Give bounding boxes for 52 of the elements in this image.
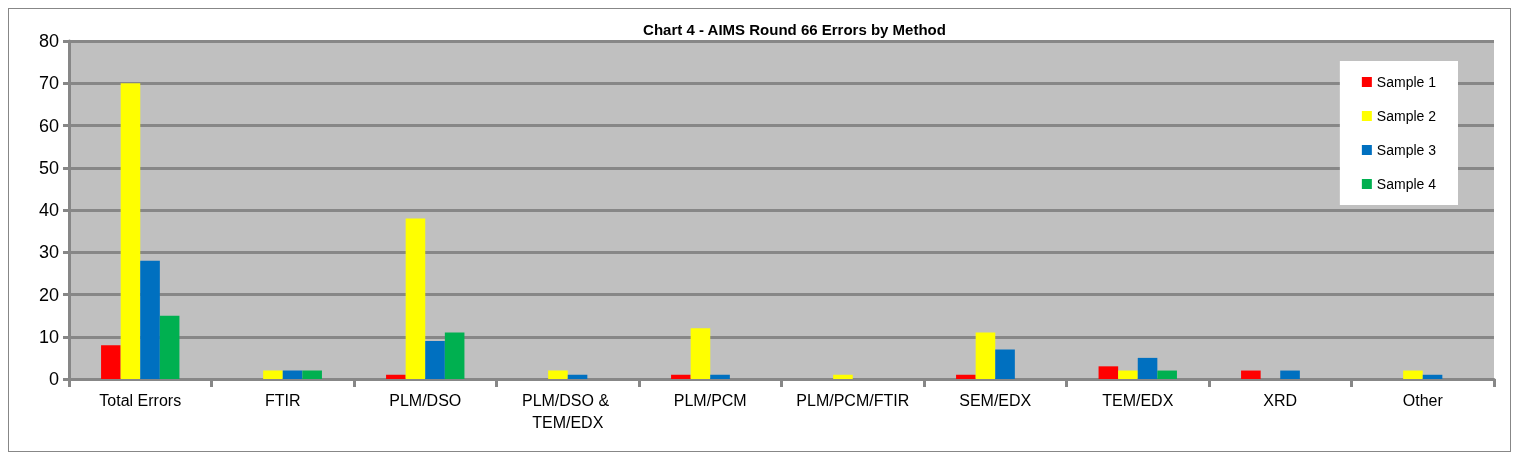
bar [1241, 370, 1261, 379]
legend-label: Sample 4 [1376, 176, 1437, 192]
bar [1137, 357, 1158, 379]
bar [101, 345, 121, 379]
x-tick-label: FTIR [264, 391, 301, 409]
bar [444, 332, 465, 379]
x-tick-label: PLM/PCM [673, 391, 747, 409]
bar [1118, 370, 1138, 379]
bar [140, 260, 160, 379]
y-tick-label: 10 [38, 326, 59, 347]
y-tick-label: 60 [38, 115, 59, 136]
bar [975, 332, 996, 379]
x-tick-label: Total Errors [99, 391, 182, 409]
bar [1403, 370, 1423, 379]
y-tick-label: 70 [38, 73, 59, 94]
x-tick-label: PLM/DSO [389, 391, 462, 409]
bar [120, 83, 141, 379]
y-tick-label: 40 [38, 200, 59, 220]
x-tick-label: XRD [1263, 391, 1298, 409]
bar [1422, 374, 1443, 379]
bar [548, 370, 568, 379]
bar [425, 340, 445, 379]
bar [282, 370, 303, 379]
bar [263, 370, 283, 379]
x-tick-label: PLM/PCM/FTIR [796, 391, 910, 409]
bar [690, 328, 711, 379]
bar [1157, 370, 1177, 379]
y-tick-label: 80 [38, 31, 59, 51]
y-tick-label: 0 [48, 369, 59, 389]
bar [386, 374, 406, 379]
x-tick-label: SEM/EDX [959, 391, 1032, 409]
y-tick-label: 30 [38, 242, 59, 263]
y-tick-label: 20 [38, 284, 59, 305]
legend-label: Sample 2 [1376, 108, 1437, 124]
x-tick-label: Other [1402, 391, 1444, 409]
bar [1098, 366, 1119, 379]
bar [302, 370, 322, 379]
bar [956, 374, 976, 379]
x-tick-label: PLM/DSO & TEM/EDX [521, 391, 614, 431]
chart-title: Chart 4 - AIMS Round 66 Errors by Method [643, 21, 946, 38]
bar [671, 374, 691, 379]
bar [710, 374, 730, 379]
bar [995, 349, 1015, 379]
x-tick-label: TEM/EDX [1102, 391, 1174, 409]
y-tick-label: 50 [38, 157, 59, 178]
bar [1280, 370, 1300, 379]
legend-label: Sample 1 [1376, 74, 1437, 90]
bar [833, 374, 853, 379]
bar [159, 315, 180, 379]
bar [567, 374, 588, 379]
legend-label: Sample 3 [1376, 142, 1437, 158]
bar [405, 218, 426, 379]
